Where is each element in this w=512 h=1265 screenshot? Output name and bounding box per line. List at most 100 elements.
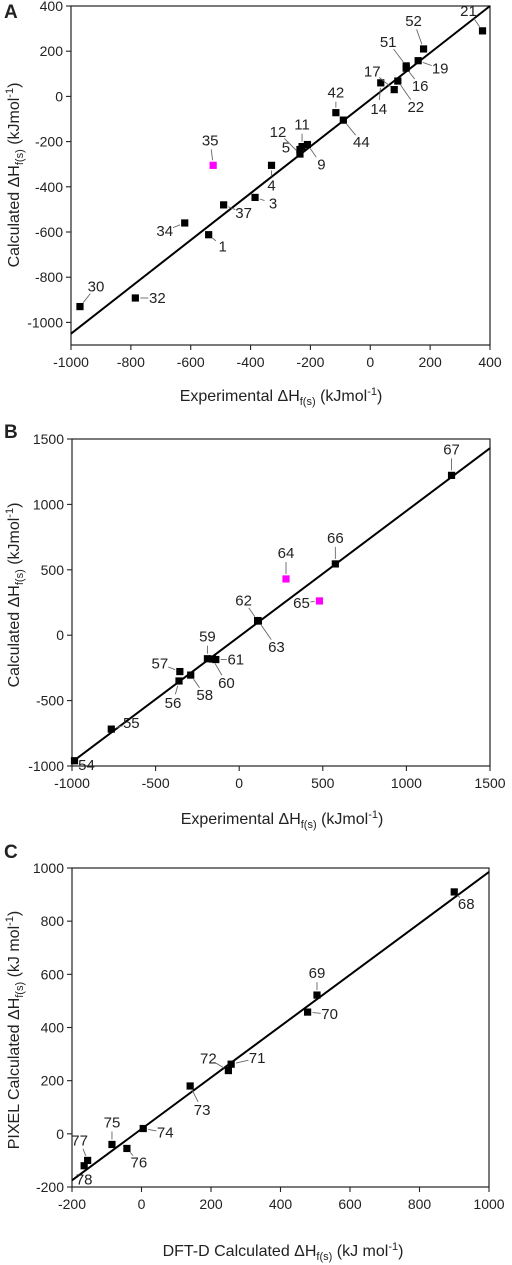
label-leader-line xyxy=(309,148,317,158)
label-leader-line xyxy=(473,17,481,28)
data-point-52 xyxy=(419,45,428,53)
data-point-70 xyxy=(304,1008,312,1016)
data-point-35 xyxy=(209,161,217,169)
point-label-12: 12 xyxy=(270,124,287,141)
y-tick-label: -1000 xyxy=(27,314,63,330)
point-label-19: 19 xyxy=(432,61,449,78)
point-label-1: 1 xyxy=(218,239,226,256)
data-point-19 xyxy=(414,57,422,65)
data-point-68 xyxy=(450,888,458,896)
data-point-51 xyxy=(402,62,410,70)
label-leader-line xyxy=(260,624,272,640)
point-label-57: 57 xyxy=(152,656,169,673)
point-label-58: 58 xyxy=(196,687,213,704)
y-axis-label: Calculated ΔHf(s) (kJmol-1) xyxy=(4,83,26,268)
label-leader-line xyxy=(214,663,223,676)
label-leader-line xyxy=(422,61,432,67)
data-point-67 xyxy=(447,471,456,479)
plot-area: -1000 -500 0 500 1000 1500 -1000 -500 0 500 1000 15… xyxy=(28,431,506,791)
x-tick-label: -1000 xyxy=(54,775,90,791)
y-tick-label: -400 xyxy=(35,179,63,195)
y-tick-label: 600 xyxy=(41,966,65,982)
data-point-34 xyxy=(181,219,189,227)
label-leader-line xyxy=(312,1012,321,1014)
y-tick-label: 1000 xyxy=(33,496,64,512)
point-label-78: 78 xyxy=(76,1172,93,1189)
label-leader-line xyxy=(259,198,265,202)
point-label-67: 67 xyxy=(443,441,460,458)
point-label-9: 9 xyxy=(317,157,325,174)
x-tick-label: 1000 xyxy=(473,1196,504,1212)
data-point-75 xyxy=(108,1140,116,1149)
label-leader-line xyxy=(378,76,391,87)
label-leader-line xyxy=(148,1128,157,1132)
label-leader-line xyxy=(346,123,356,136)
data-point-22 xyxy=(394,77,402,85)
data-point-30 xyxy=(76,302,84,311)
label-leader-line xyxy=(416,29,423,45)
data-point-74 xyxy=(139,1124,147,1133)
data-point-76 xyxy=(123,1144,131,1153)
y-axis-label: PIXEL Calculated ΔHf(s) (kJ mol-1) xyxy=(4,911,26,1150)
y-tick-label: 400 xyxy=(41,1020,65,1036)
point-label-61: 61 xyxy=(227,652,244,669)
point-label-70: 70 xyxy=(321,1006,338,1023)
point-label-62: 62 xyxy=(235,593,252,610)
y-tick-label: 400 xyxy=(40,0,64,14)
x-tick-label: -400 xyxy=(237,354,265,370)
point-label-74: 74 xyxy=(157,1125,174,1142)
x-axis-label: Experimental ΔHf(s) (kJmol-1) xyxy=(181,809,384,831)
point-label-37: 37 xyxy=(235,205,252,222)
point-label-60: 60 xyxy=(218,675,235,692)
label-leader-line xyxy=(379,87,381,100)
x-tick-label: 400 xyxy=(269,1196,293,1212)
point-label-17: 17 xyxy=(364,64,381,81)
plot-frame xyxy=(70,5,491,346)
point-label-63: 63 xyxy=(268,639,285,656)
data-point-58 xyxy=(187,671,195,679)
point-label-44: 44 xyxy=(353,134,370,151)
data-point-54 xyxy=(70,757,79,765)
label-leader-line xyxy=(393,48,404,63)
point-label-30: 30 xyxy=(88,279,105,296)
label-leader-line xyxy=(174,685,179,695)
panel-letter: A xyxy=(4,2,18,23)
point-label-4: 4 xyxy=(267,177,275,194)
chart-panel-a: A -1000 -800 -600 -400 -200 0 200 400-1000-800-… xyxy=(4,0,502,408)
point-label-64: 64 xyxy=(278,545,295,562)
x-tick-label: 600 xyxy=(338,1196,362,1212)
label-leader-line xyxy=(228,206,236,210)
point-label-42: 42 xyxy=(328,85,345,102)
x-tick-label: -500 xyxy=(142,775,170,791)
x-tick-label: -200 xyxy=(58,1196,86,1212)
y-tick-label: 200 xyxy=(40,43,64,59)
regression-line xyxy=(71,447,491,763)
data-point-21 xyxy=(478,27,487,35)
label-leader-line xyxy=(168,666,176,671)
x-axis-label: DFT-D Calculated ΔHf(s) (kJ mol-1) xyxy=(163,1241,404,1263)
chart-panel-b: B -1000 -500 0 500 1000 1500 -1000 -500 0 500 1000… xyxy=(4,422,506,831)
label-leader-line xyxy=(408,71,416,80)
point-label-16: 16 xyxy=(412,78,429,95)
regression-line xyxy=(70,5,491,335)
y-axis-label: Calculated ΔHf(s) (kJmol-1) xyxy=(4,503,26,688)
plot-frame xyxy=(71,867,490,1188)
x-tick-label: 500 xyxy=(311,775,335,791)
data-point-32 xyxy=(131,294,139,302)
point-label-35: 35 xyxy=(202,132,219,149)
panel-letter: B xyxy=(4,422,18,443)
point-label-59: 59 xyxy=(199,629,216,646)
data-point-11 xyxy=(298,142,306,151)
x-tick-label: 0 xyxy=(366,354,374,370)
data-point-77 xyxy=(84,1156,92,1165)
plot-area: -200 0 200 400 600 800 1000 -200 0 200 400 600 800 10… xyxy=(33,860,505,1212)
y-tick-label: 500 xyxy=(41,562,65,578)
point-label-68: 68 xyxy=(458,896,475,913)
point-label-56: 56 xyxy=(165,695,182,712)
x-tick-label: 200 xyxy=(199,1196,223,1212)
point-label-22: 22 xyxy=(407,99,424,116)
label-leader-line xyxy=(193,678,200,688)
label-leader-line xyxy=(400,84,412,100)
y-tick-label: -600 xyxy=(35,224,63,240)
data-point-56 xyxy=(175,677,183,685)
